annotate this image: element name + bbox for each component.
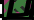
Text: Dewatered reaches: Dewatered reaches — [5, 0, 34, 20]
Text: Recovered-water reaches: Recovered-water reaches — [21, 0, 34, 20]
Text: Natural reaches: Natural reaches — [26, 0, 34, 20]
Point — [13, 9, 14, 10]
